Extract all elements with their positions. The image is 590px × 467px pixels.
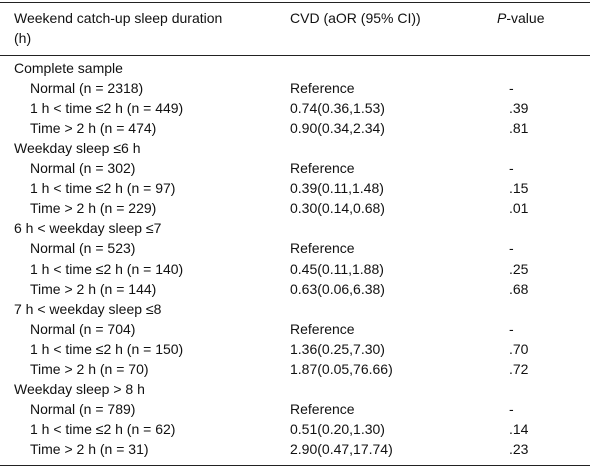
p-cell: - (509, 320, 514, 337)
p-cell: .25 (509, 260, 529, 277)
header-cell: Weekend catch-up sleep duration (h) (14, 10, 223, 46)
p-cell: .14 (509, 420, 529, 437)
row-label: Normal (n = 789) (30, 400, 136, 417)
cvd-cell: 0.30(0.14,0.68) (290, 200, 385, 217)
header-text: -value (506, 10, 545, 26)
row-label: 1 h < time ≤2 h (n = 449) (30, 100, 184, 117)
cvd-cell: Reference (290, 400, 355, 417)
row-label: Normal (n = 704) (30, 320, 136, 337)
p-cell: .68 (509, 280, 529, 297)
header-rule (0, 55, 590, 56)
cvd-cell: Reference (290, 240, 355, 257)
group-label: Complete sample (14, 60, 123, 76)
p-cell: .70 (509, 340, 529, 357)
p-cell: - (509, 400, 514, 417)
cvd-cell: 0.74(0.36,1.53) (290, 100, 385, 117)
row-label: Time > 2 h (n = 474) (30, 120, 157, 137)
row-label: Time > 2 h (n = 31) (30, 440, 149, 457)
cvd-cell: Reference (290, 160, 355, 177)
row-label: 1 h < time ≤2 h (n = 97) (30, 180, 176, 197)
row-label: Time > 2 h (n = 229) (30, 200, 157, 217)
group-label: Weekday sleep > 8 h (14, 380, 145, 397)
row-label: 1 h < time ≤2 h (n = 140) (30, 260, 184, 277)
row-label: Normal (n = 2318) (30, 80, 144, 97)
row-label: 1 h < time ≤2 h (n = 150) (30, 340, 184, 357)
row-label: 1 h < time ≤2 h (n = 62) (30, 420, 176, 437)
cvd-cell: Reference (290, 80, 355, 97)
p-cell: - (509, 160, 514, 177)
row-label: Normal (n = 523) (30, 240, 136, 257)
cvd-cell: 2.90(0.47,17.74) (290, 440, 393, 457)
p-cell: - (509, 80, 514, 97)
p-cell: .81 (509, 120, 529, 137)
cvd-cell: 1.36(0.25,7.30) (290, 340, 385, 357)
header-cell: CVD (aOR (95% CI)) (290, 10, 421, 26)
cvd-cell: 0.51(0.20,1.30) (290, 420, 385, 437)
header-italic: P (497, 10, 507, 26)
group-label: 6 h < weekday sleep ≤7 (14, 220, 162, 237)
group-label: 7 h < weekday sleep ≤8 (14, 300, 162, 317)
p-cell: .39 (509, 100, 529, 117)
cvd-cell: 0.39(0.11,1.48) (290, 180, 384, 197)
cvd-cell: 0.63(0.06,6.38) (290, 280, 385, 297)
p-cell: .15 (509, 180, 529, 197)
cvd-cell: Reference (290, 320, 355, 337)
row-label: Time > 2 h (n = 144) (30, 280, 157, 297)
header-cell: P-value (497, 8, 544, 28)
cvd-cell: 0.45(0.11,1.88) (290, 260, 384, 277)
cvd-cell: 0.90(0.34,2.34) (290, 120, 385, 137)
row-label: Time > 2 h (n = 70) (30, 360, 149, 377)
p-cell: .23 (509, 440, 529, 457)
p-cell: .72 (509, 360, 529, 377)
p-cell: .01 (509, 200, 529, 217)
top-rule (0, 2, 590, 3)
p-cell: - (509, 240, 514, 257)
row-label: Normal (n = 302) (30, 160, 136, 177)
bottom-rule (0, 465, 590, 466)
group-label: Weekday sleep ≤6 h (14, 140, 141, 157)
cvd-cell: 1.87(0.05,76.66) (290, 360, 393, 377)
